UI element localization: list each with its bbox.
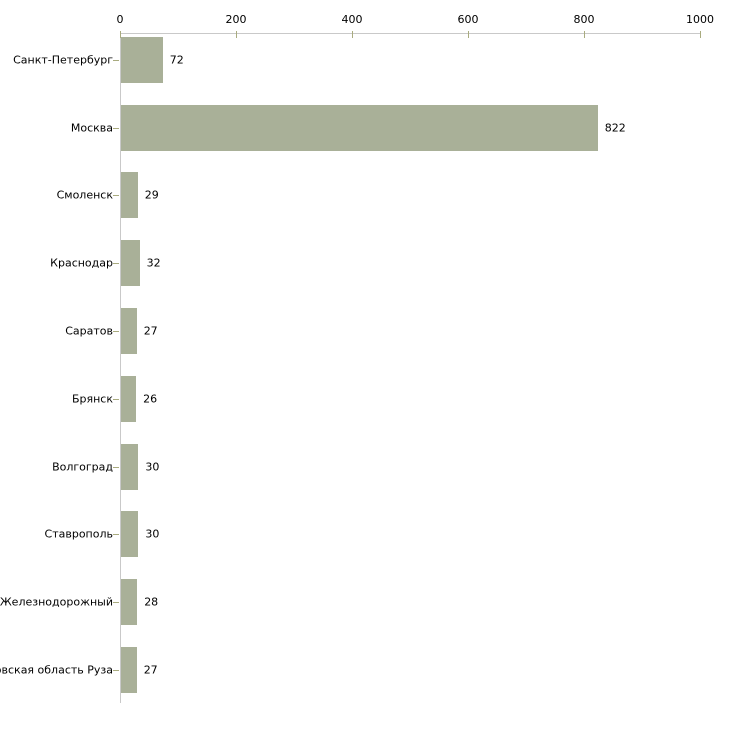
category-label: Санкт-Петербург (13, 53, 113, 67)
bar (121, 104, 598, 151)
category-label: ковская область Руза (0, 663, 113, 677)
category-label: Смоленск (56, 188, 113, 202)
bar (121, 511, 139, 558)
chart-row: ъ Железнодорожный 28 (0, 568, 730, 636)
value-label: 30 (145, 460, 160, 474)
bar (121, 240, 140, 287)
chart-row: Брянск 26 (0, 365, 730, 433)
x-tick-mark (468, 31, 469, 38)
chart-row: Москва 822 (0, 94, 730, 162)
value-label: 72 (169, 53, 184, 67)
value-label: 32 (146, 256, 161, 270)
y-tick-mark (113, 263, 119, 265)
category-label: Ставрополь (44, 527, 113, 541)
chart-row: Саратов 27 (0, 297, 730, 365)
x-tick-label: 800 (573, 13, 595, 26)
y-axis-line (120, 33, 121, 703)
y-tick-mark (113, 602, 119, 604)
x-tick-label: 0 (116, 13, 124, 26)
category-label: ъ Железнодорожный (0, 595, 113, 609)
y-tick-mark (113, 466, 119, 468)
bar (121, 375, 137, 422)
y-tick-mark (113, 670, 119, 672)
x-axis-line (120, 33, 701, 34)
value-label: 27 (143, 324, 158, 338)
y-tick-mark (113, 195, 119, 197)
x-tick-mark (236, 31, 237, 38)
chart-row: Краснодар 32 (0, 229, 730, 297)
category-label: Волгоград (52, 460, 113, 474)
chart-row: ковская область Руза 27 (0, 636, 730, 704)
value-label: 29 (144, 188, 159, 202)
y-tick-mark (113, 59, 119, 61)
chart-row: Смоленск 29 (0, 162, 730, 230)
x-tick-mark (352, 31, 353, 38)
chart-row: Волгоград 30 (0, 433, 730, 501)
y-tick-mark (113, 534, 119, 536)
value-label: 27 (143, 663, 158, 677)
category-label: Саратов (65, 324, 113, 338)
category-label: Краснодар (50, 256, 113, 270)
value-label: 822 (604, 121, 626, 135)
value-label: 28 (144, 595, 159, 609)
chart-row: Ставрополь 30 (0, 501, 730, 569)
y-tick-mark (113, 127, 119, 129)
bar (121, 308, 137, 355)
x-tick-mark (700, 31, 701, 38)
value-label: 30 (145, 527, 160, 541)
category-label: Москва (70, 121, 113, 135)
category-label: Брянск (71, 392, 113, 406)
bar (121, 36, 163, 83)
x-tick-label: 1000 (686, 13, 714, 26)
x-tick-label: 200 (225, 13, 247, 26)
y-tick-mark (113, 398, 119, 400)
bar (121, 172, 138, 219)
x-tick-mark (584, 31, 585, 38)
chart-row: Санкт-Петербург 72 (0, 26, 730, 94)
bar (121, 443, 139, 490)
x-tick-label: 400 (341, 13, 363, 26)
value-label: 26 (143, 392, 158, 406)
bar (121, 579, 138, 626)
bar (121, 647, 137, 694)
y-tick-mark (113, 331, 119, 333)
x-tick-label: 600 (457, 13, 479, 26)
x-tick-mark (120, 31, 121, 38)
